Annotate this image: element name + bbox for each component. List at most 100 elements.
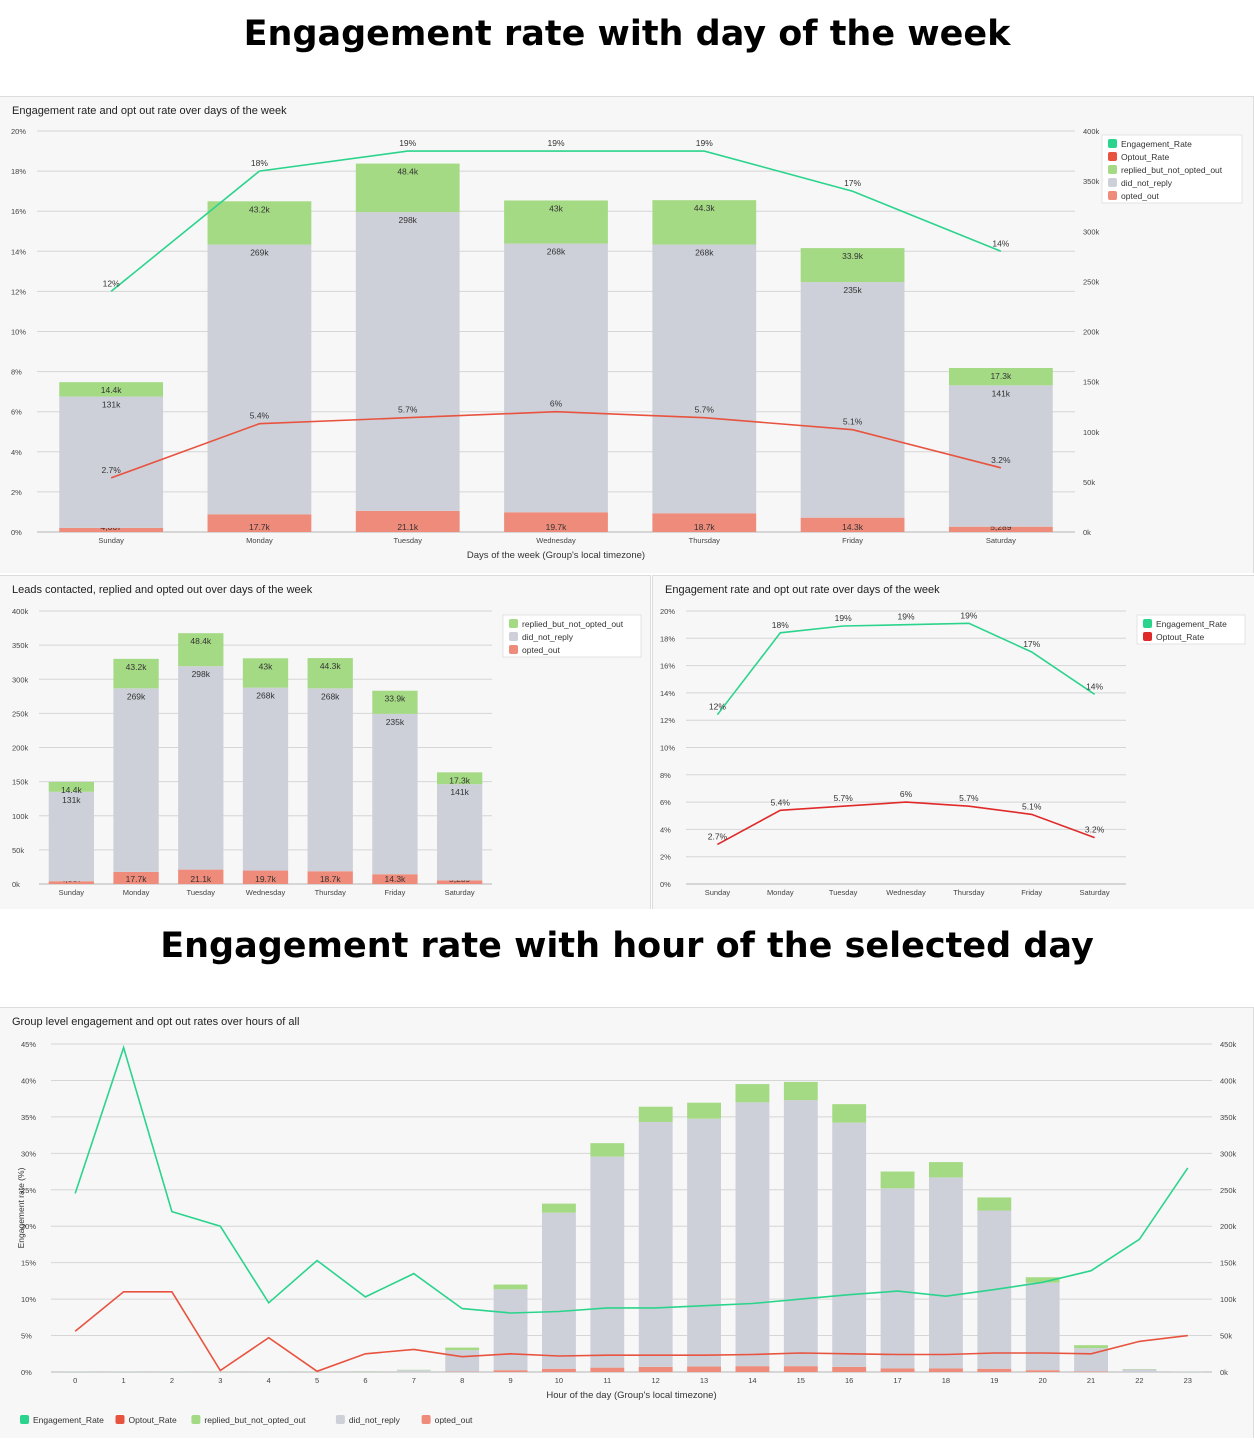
bar-replied-but-not-opted-out-thursday <box>652 200 757 245</box>
week-bars-title: Leads contacted, replied and opted out o… <box>12 584 313 596</box>
bar-value-label: 131k <box>62 795 81 805</box>
hour-combo-chart: 0%5%10%15%20%25%30%35%40%45%0k50k100k150… <box>16 1040 1237 1425</box>
bar-replied-but-not-opted-out-12 <box>638 1106 673 1122</box>
legend-swatch-replied-but-not-opted-out <box>509 619 518 628</box>
bar-value-label: 18.7k <box>320 874 342 884</box>
week-combo-title: Engagement rate and opt out rate over da… <box>12 105 287 117</box>
x-tick-label: Saturday <box>445 888 475 897</box>
bar-value-label: 19.7k <box>546 522 568 532</box>
bar-opted-out-13 <box>687 1366 721 1372</box>
bar-value-label: 14.4k <box>101 385 123 395</box>
week-section-title: Engagement rate with day of the week <box>243 14 1011 54</box>
x-tick-label: Wednesday <box>886 888 926 897</box>
bar-value-label: 18.7k <box>694 522 716 532</box>
bar-value-label: 268k <box>256 691 275 701</box>
legend-box <box>502 614 642 658</box>
y-tick-label: 150k <box>12 778 29 787</box>
bar-did-not-reply-tuesday <box>178 666 224 870</box>
bar-did-not-reply-3 <box>203 1371 238 1372</box>
bar-value-label: 269k <box>250 248 269 258</box>
x-tick-label: Wednesday <box>536 536 576 545</box>
x-tick-label: Sunday <box>59 888 85 897</box>
line-value-label: 5.1% <box>1022 801 1042 811</box>
bar-did-not-reply-4 <box>251 1371 286 1372</box>
bar-opted-out-9 <box>493 1370 528 1372</box>
legend-swatch-opted-out <box>509 645 518 654</box>
y-tick-label: 8% <box>660 771 671 780</box>
y-tick-label: 4% <box>660 825 671 834</box>
bar-did-not-reply-11 <box>590 1156 625 1368</box>
bar-did-not-reply-friday <box>800 282 905 518</box>
y2-tick-label: 100k <box>1220 1295 1237 1304</box>
bar-replied-but-not-opted-out-8 <box>445 1347 480 1351</box>
line-value-label: 19% <box>835 613 852 623</box>
bar-opted-out-tuesday <box>355 510 460 532</box>
bar-value-label: 33.9k <box>842 251 864 261</box>
line-value-label: 5.4% <box>250 411 270 421</box>
y-tick-label: 12% <box>11 287 26 296</box>
bar-value-label: 43.2k <box>126 662 148 672</box>
legend-swatch-replied-but-not-opted-out <box>1108 165 1117 174</box>
legend-label-optout-rate: Optout_Rate <box>129 1415 177 1425</box>
bar-opted-out-friday <box>800 517 905 532</box>
x-tick-label: 21 <box>1087 1376 1095 1385</box>
bar-did-not-reply-23 <box>1170 1371 1205 1372</box>
legend-label-did-not-reply: did_not_reply <box>522 632 574 642</box>
week-combo-panel: Engagement rate and opt out rate over da… <box>0 96 1254 573</box>
legend-swatch-replied-but-not-opted-out <box>191 1415 201 1424</box>
bar-value-label: 5,289 <box>990 522 1012 532</box>
y-tick-label: 35% <box>21 1113 36 1122</box>
bar-did-not-reply-tuesday <box>355 212 460 511</box>
bar-replied-but-not-opted-out-monday <box>207 201 312 245</box>
x-tick-label: Sunday <box>98 536 124 545</box>
bar-value-label: 17.7k <box>126 874 148 884</box>
bar-did-not-reply-wednesday <box>242 687 289 871</box>
hour-section-title: Engagement rate with hour of the selecte… <box>160 926 1094 966</box>
bar-replied-but-not-opted-out-16 <box>832 1104 867 1123</box>
x-tick-label: 6 <box>363 1376 367 1385</box>
y2-tick-label: 200k <box>1220 1222 1237 1231</box>
bar-replied-but-not-opted-out-13 <box>687 1102 721 1119</box>
x-tick-label: 3 <box>218 1376 222 1385</box>
line-value-label: 12% <box>709 702 726 712</box>
bar-did-not-reply-17 <box>880 1188 915 1369</box>
bar-value-label: 268k <box>321 691 340 701</box>
line-value-label: 5.4% <box>771 797 791 807</box>
bar-did-not-reply-thursday <box>652 244 757 514</box>
x-tick-label: 10 <box>555 1376 563 1385</box>
y2-tick-label: 250k <box>1083 277 1100 286</box>
bar-replied-but-not-opted-out-saturday <box>436 772 483 785</box>
bar-value-label: 298k <box>398 215 417 225</box>
line-value-label: 5.7% <box>833 793 853 803</box>
x-tick-label: 19 <box>990 1376 998 1385</box>
y-axis-title: Engagement rate (%) <box>16 1167 26 1248</box>
line-value-label: 17% <box>844 178 861 188</box>
bar-did-not-reply-sunday <box>48 791 95 882</box>
bar-did-not-reply-2 <box>155 1371 189 1372</box>
week-bars-panel: Leads contacted, replied and opted out o… <box>0 575 651 909</box>
line-value-label: 19% <box>897 612 914 622</box>
line-value-label: 19% <box>399 138 416 148</box>
legend-label-opted-out: opted_out <box>1121 191 1159 201</box>
x-tick-label: Monday <box>123 888 150 897</box>
y-tick-label: 400k <box>12 607 29 616</box>
y-tick-label: 45% <box>21 1040 36 1049</box>
x-tick-label: Thursday <box>689 536 721 545</box>
bar-opted-out-12 <box>638 1366 673 1372</box>
bar-value-label: 17.3k <box>990 371 1012 381</box>
y-tick-label: 30% <box>21 1149 36 1158</box>
x-tick-label: Thursday <box>315 888 347 897</box>
bar-opted-out-16 <box>832 1366 867 1372</box>
bar-value-label: 298k <box>192 669 211 679</box>
x-tick-label: 16 <box>845 1376 853 1385</box>
bar-value-label: 21.1k <box>190 874 212 884</box>
bar-opted-out-20 <box>1025 1370 1060 1372</box>
x-tick-label: Tuesday <box>393 536 422 545</box>
x-tick-label: Tuesday <box>187 888 216 897</box>
line-value-label: 14% <box>992 238 1009 248</box>
bar-opted-out-saturday <box>436 880 483 884</box>
bar-replied-but-not-opted-out-sunday <box>48 781 95 792</box>
bar-did-not-reply-9 <box>493 1289 528 1371</box>
legend-label-opted-out: opted_out <box>522 645 560 655</box>
bar-value-label: 48.4k <box>190 636 212 646</box>
